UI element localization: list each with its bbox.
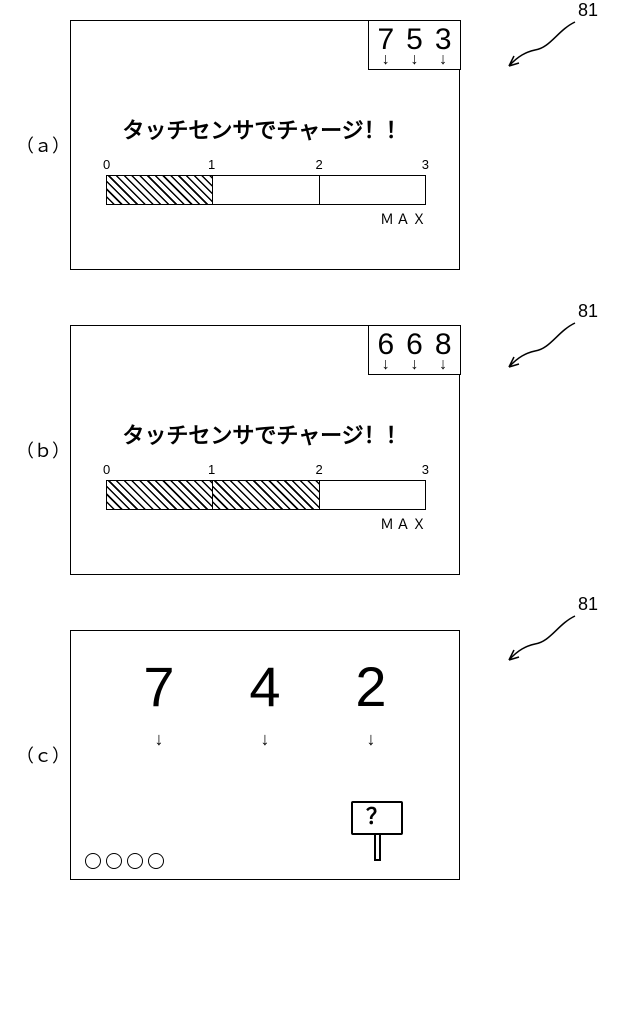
digit: 6 [377,330,394,360]
gauge-max-label: ＭＡＸ [380,209,428,229]
circle-icon [148,853,164,869]
figure-row-c: （ｃ） 7 ↓ 4 ↓ 2 ↓ ？ 8 [10,630,630,880]
digit-col: 6 ↓ [406,330,423,372]
digit: 8 [435,330,452,360]
sign-post [374,835,381,861]
figure-row-a: （ａ） 7 ↓ 5 ↓ 3 ↓ タッチセンサでチャージ！！ 0 1 2 3 [10,20,630,270]
panel-label: （ａ） [10,132,70,158]
circle-icon [106,853,122,869]
reference-number: 81 [578,0,598,20]
scale-label: 1 [208,157,215,172]
digit-col: 8 ↓ [435,330,452,372]
figure-row-b: （ｂ） 6 ↓ 6 ↓ 8 ↓ タッチセンサでチャージ！！ 0 1 2 3 [10,325,630,575]
digit: 7 [377,25,394,55]
gauge-segment-filled [107,481,213,509]
digit-col: 6 ↓ [377,330,394,372]
down-arrow-icon: ↓ [439,53,447,67]
gauge-scale: 0 1 2 3 [106,466,426,480]
sign-board: ？ [351,801,403,835]
big-digit: 7 [143,659,174,715]
panel-c: 7 ↓ 4 ↓ 2 ↓ ？ [70,630,460,880]
scale-label: 3 [422,157,429,172]
big-digit-col: 4 ↓ [249,659,280,750]
big-digit: 2 [355,659,386,715]
scale-label: 0 [103,462,110,477]
digits-box: 6 ↓ 6 ↓ 8 ↓ [368,325,460,375]
big-digits-row: 7 ↓ 4 ↓ 2 ↓ [106,659,424,750]
reference-number: 81 [578,301,598,321]
reference-callout: 81 [480,594,600,689]
gauge-segment-empty [320,481,425,509]
gauge-max-label: ＭＡＸ [380,514,428,534]
headline: タッチセンサでチャージ！！ [71,113,459,145]
down-arrow-icon: ↓ [410,358,418,372]
down-arrow-icon: ↓ [439,358,447,372]
reference-callout: 81 [480,301,600,396]
down-arrow-icon: ↓ [382,358,390,372]
scale-label: 2 [315,157,322,172]
down-arrow-icon: ↓ [367,729,376,750]
big-digit-col: 7 ↓ [143,659,174,750]
digit: 3 [435,25,452,55]
gauge-segment-empty [320,176,425,204]
scale-label: 0 [103,157,110,172]
panel-label: （ｃ） [10,742,70,768]
down-arrow-icon: ↓ [155,729,164,750]
down-arrow-icon: ↓ [382,53,390,67]
indicator-circles [85,853,164,869]
digit-col: 7 ↓ [377,25,394,67]
digits-box: 7 ↓ 5 ↓ 3 ↓ [368,20,460,70]
scale-label: 3 [422,462,429,477]
panel-label: （ｂ） [10,437,70,463]
gauge-segment-filled [107,176,213,204]
gauge-scale: 0 1 2 3 [106,161,426,175]
panel-a: 7 ↓ 5 ↓ 3 ↓ タッチセンサでチャージ！！ 0 1 2 3 [70,20,460,270]
circle-icon [85,853,101,869]
gauge-bar [106,480,426,510]
question-sign: ？ [351,801,403,861]
digit-col: 5 ↓ [406,25,423,67]
panel-b: 6 ↓ 6 ↓ 8 ↓ タッチセンサでチャージ！！ 0 1 2 3 [70,325,460,575]
reference-callout: 81 [480,0,600,95]
gauge-bar [106,175,426,205]
digit-col: 3 ↓ [435,25,452,67]
headline: タッチセンサでチャージ！！ [71,418,459,450]
charge-gauge: 0 1 2 3 ＭＡＸ [106,161,426,205]
big-digit-col: 2 ↓ [355,659,386,750]
gauge-segment-filled [213,481,319,509]
scale-label: 2 [315,462,322,477]
reference-number: 81 [578,594,598,614]
scale-label: 1 [208,462,215,477]
circle-icon [127,853,143,869]
digit: 6 [406,330,423,360]
charge-gauge: 0 1 2 3 ＭＡＸ [106,466,426,510]
down-arrow-icon: ↓ [410,53,418,67]
digit: 5 [406,25,423,55]
gauge-segment-empty [213,176,319,204]
big-digit: 4 [249,659,280,715]
down-arrow-icon: ↓ [261,729,270,750]
